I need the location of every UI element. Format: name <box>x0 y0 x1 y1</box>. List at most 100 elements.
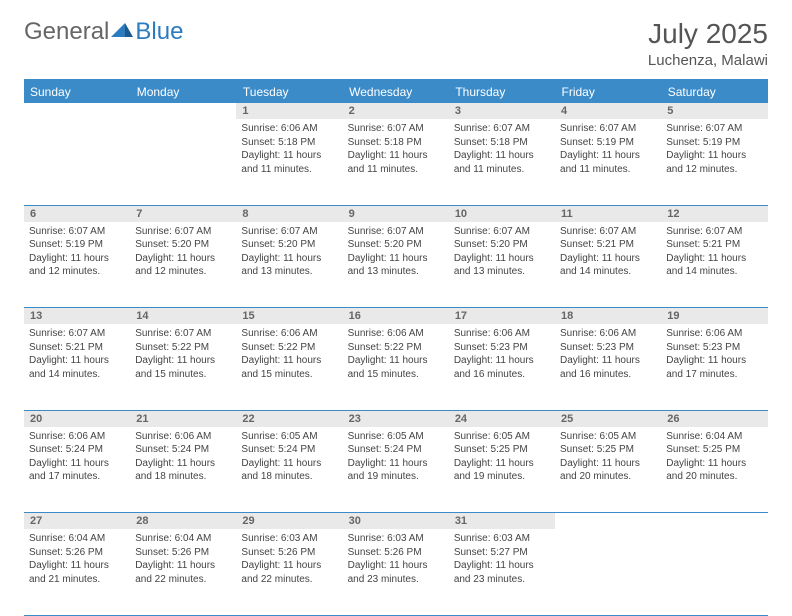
day-number-cell: 26 <box>661 410 767 427</box>
day-number: 1 <box>236 103 342 119</box>
day-number-cell: 7 <box>130 205 236 222</box>
day-number-cell: 21 <box>130 410 236 427</box>
day-body: Sunrise: 6:07 AMSunset: 5:21 PMDaylight:… <box>661 222 767 283</box>
day-number: 11 <box>555 206 661 222</box>
day-body: Sunrise: 6:07 AMSunset: 5:18 PMDaylight:… <box>343 119 449 180</box>
day-number: 17 <box>449 308 555 324</box>
day-header: Thursday <box>449 80 555 103</box>
day-body: Sunrise: 6:04 AMSunset: 5:25 PMDaylight:… <box>661 427 767 488</box>
day-body: Sunrise: 6:06 AMSunset: 5:18 PMDaylight:… <box>236 119 342 180</box>
logo-text-blue: Blue <box>135 18 183 46</box>
day-cell: Sunrise: 6:05 AMSunset: 5:24 PMDaylight:… <box>236 427 342 513</box>
day-body: Sunrise: 6:07 AMSunset: 5:20 PMDaylight:… <box>449 222 555 283</box>
day-body: Sunrise: 6:07 AMSunset: 5:20 PMDaylight:… <box>130 222 236 283</box>
day-number: 20 <box>24 411 130 427</box>
day-cell: Sunrise: 6:06 AMSunset: 5:23 PMDaylight:… <box>661 324 767 410</box>
day-cell: Sunrise: 6:06 AMSunset: 5:22 PMDaylight:… <box>343 324 449 410</box>
day-header: Monday <box>130 80 236 103</box>
day-number: 14 <box>130 308 236 324</box>
day-number-cell: 25 <box>555 410 661 427</box>
day-number: 2 <box>343 103 449 119</box>
day-body: Sunrise: 6:06 AMSunset: 5:22 PMDaylight:… <box>343 324 449 385</box>
day-cell: Sunrise: 6:07 AMSunset: 5:19 PMDaylight:… <box>555 119 661 205</box>
day-number-cell: 6 <box>24 205 130 222</box>
day-number-cell: 11 <box>555 205 661 222</box>
day-body: Sunrise: 6:07 AMSunset: 5:19 PMDaylight:… <box>24 222 130 283</box>
day-body: Sunrise: 6:07 AMSunset: 5:21 PMDaylight:… <box>24 324 130 385</box>
day-cell: Sunrise: 6:07 AMSunset: 5:20 PMDaylight:… <box>130 222 236 308</box>
month-title: July 2025 <box>648 18 768 50</box>
day-cell: Sunrise: 6:04 AMSunset: 5:26 PMDaylight:… <box>130 529 236 615</box>
day-number-cell: 27 <box>24 513 130 530</box>
day-number: 26 <box>661 411 767 427</box>
day-number: 12 <box>661 206 767 222</box>
logo-mark-icon <box>111 23 133 41</box>
day-body: Sunrise: 6:07 AMSunset: 5:19 PMDaylight:… <box>555 119 661 180</box>
day-cell <box>555 529 661 615</box>
day-number-cell: 31 <box>449 513 555 530</box>
day-body: Sunrise: 6:05 AMSunset: 5:25 PMDaylight:… <box>555 427 661 488</box>
day-number: 7 <box>130 206 236 222</box>
day-body: Sunrise: 6:05 AMSunset: 5:24 PMDaylight:… <box>236 427 342 488</box>
day-cell: Sunrise: 6:07 AMSunset: 5:19 PMDaylight:… <box>661 119 767 205</box>
day-cell: Sunrise: 6:04 AMSunset: 5:26 PMDaylight:… <box>24 529 130 615</box>
day-cell: Sunrise: 6:06 AMSunset: 5:24 PMDaylight:… <box>24 427 130 513</box>
day-body: Sunrise: 6:04 AMSunset: 5:26 PMDaylight:… <box>24 529 130 590</box>
day-header: Saturday <box>661 80 767 103</box>
day-cell: Sunrise: 6:05 AMSunset: 5:25 PMDaylight:… <box>449 427 555 513</box>
day-body: Sunrise: 6:03 AMSunset: 5:27 PMDaylight:… <box>449 529 555 590</box>
day-number: 5 <box>661 103 767 119</box>
day-number-cell <box>555 513 661 530</box>
day-number-cell <box>24 103 130 119</box>
day-cell: Sunrise: 6:05 AMSunset: 5:24 PMDaylight:… <box>343 427 449 513</box>
day-body: Sunrise: 6:03 AMSunset: 5:26 PMDaylight:… <box>236 529 342 590</box>
day-number-cell: 18 <box>555 308 661 325</box>
day-number-cell: 20 <box>24 410 130 427</box>
day-cell <box>130 119 236 205</box>
day-body: Sunrise: 6:04 AMSunset: 5:26 PMDaylight:… <box>130 529 236 590</box>
day-cell: Sunrise: 6:03 AMSunset: 5:26 PMDaylight:… <box>343 529 449 615</box>
day-cell: Sunrise: 6:06 AMSunset: 5:18 PMDaylight:… <box>236 119 342 205</box>
day-number-cell: 19 <box>661 308 767 325</box>
day-number: 3 <box>449 103 555 119</box>
day-number-cell: 9 <box>343 205 449 222</box>
day-number-cell: 2 <box>343 103 449 119</box>
day-cell: Sunrise: 6:05 AMSunset: 5:25 PMDaylight:… <box>555 427 661 513</box>
day-number-cell: 23 <box>343 410 449 427</box>
day-number-cell: 24 <box>449 410 555 427</box>
day-cell: Sunrise: 6:07 AMSunset: 5:21 PMDaylight:… <box>661 222 767 308</box>
day-cell: Sunrise: 6:06 AMSunset: 5:23 PMDaylight:… <box>555 324 661 410</box>
day-header: Friday <box>555 80 661 103</box>
day-number-cell <box>661 513 767 530</box>
calendar-head: SundayMondayTuesdayWednesdayThursdayFrid… <box>24 80 768 103</box>
day-header: Wednesday <box>343 80 449 103</box>
day-body: Sunrise: 6:06 AMSunset: 5:22 PMDaylight:… <box>236 324 342 385</box>
day-body: Sunrise: 6:03 AMSunset: 5:26 PMDaylight:… <box>343 529 449 590</box>
day-header: Sunday <box>24 80 130 103</box>
calendar-table: SundayMondayTuesdayWednesdayThursdayFrid… <box>24 79 768 616</box>
day-cell: Sunrise: 6:06 AMSunset: 5:23 PMDaylight:… <box>449 324 555 410</box>
day-number: 6 <box>24 206 130 222</box>
day-number: 8 <box>236 206 342 222</box>
day-number: 22 <box>236 411 342 427</box>
day-number-cell: 22 <box>236 410 342 427</box>
day-body: Sunrise: 6:06 AMSunset: 5:24 PMDaylight:… <box>24 427 130 488</box>
day-body: Sunrise: 6:06 AMSunset: 5:24 PMDaylight:… <box>130 427 236 488</box>
day-cell: Sunrise: 6:07 AMSunset: 5:19 PMDaylight:… <box>24 222 130 308</box>
calendar-body: 12345Sunrise: 6:06 AMSunset: 5:18 PMDayl… <box>24 103 768 615</box>
day-cell: Sunrise: 6:07 AMSunset: 5:20 PMDaylight:… <box>449 222 555 308</box>
day-cell: Sunrise: 6:04 AMSunset: 5:25 PMDaylight:… <box>661 427 767 513</box>
day-number-cell: 10 <box>449 205 555 222</box>
day-cell: Sunrise: 6:07 AMSunset: 5:21 PMDaylight:… <box>24 324 130 410</box>
day-number-cell: 1 <box>236 103 342 119</box>
day-number: 9 <box>343 206 449 222</box>
day-number: 28 <box>130 513 236 529</box>
day-number-cell: 16 <box>343 308 449 325</box>
day-body: Sunrise: 6:07 AMSunset: 5:21 PMDaylight:… <box>555 222 661 283</box>
day-cell <box>661 529 767 615</box>
day-body: Sunrise: 6:05 AMSunset: 5:24 PMDaylight:… <box>343 427 449 488</box>
day-number-cell: 15 <box>236 308 342 325</box>
day-body: Sunrise: 6:06 AMSunset: 5:23 PMDaylight:… <box>555 324 661 385</box>
day-body: Sunrise: 6:07 AMSunset: 5:20 PMDaylight:… <box>236 222 342 283</box>
day-number-cell: 29 <box>236 513 342 530</box>
